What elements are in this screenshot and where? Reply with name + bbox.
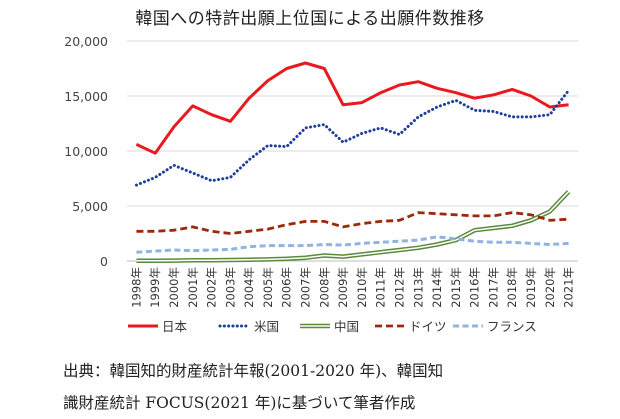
x-tick-label: 2005年 (261, 267, 275, 308)
y-axis-ticks: 0 5,000 10,000 15,000 20,000 (64, 34, 108, 269)
x-tick-label: 2008年 (317, 267, 331, 308)
y-tick-label: 0 (100, 254, 108, 269)
source-note-line-1: 出典：韓国知的財産統計年報(2001-2020 年)、韓国知 (63, 362, 444, 380)
x-axis-ticks: 1998年 1999年 2000年 2001年 2002年 2003年 2004年 2005年… (129, 267, 575, 308)
x-tick-label: 2016年 (468, 267, 482, 308)
x-tick-label: 2006年 (280, 267, 294, 308)
series-line (135, 61, 569, 155)
y-tick-label: 15,000 (64, 89, 108, 104)
x-tick-label: 2018年 (505, 267, 519, 308)
x-tick-label: 1999年 (148, 267, 162, 308)
x-tick-label: 2011年 (374, 267, 388, 308)
series-lines (134, 61, 571, 264)
legend-label: 米国 (254, 319, 279, 334)
line-chart: 0 5,000 10,000 15,000 20,000 1998年 1999年 2000年… (64, 34, 578, 334)
legend-label: 日本 (162, 319, 188, 334)
y-tick-label: 20,000 (64, 34, 108, 49)
series-line (136, 235, 569, 254)
x-tick-label: 2017年 (486, 267, 500, 308)
x-tick-label: 2010年 (355, 267, 369, 308)
x-tick-label: 2007年 (299, 267, 313, 308)
x-tick-label: 2015年 (449, 267, 463, 308)
legend-label: ドイツ (409, 319, 447, 334)
legend-label: フランス (487, 319, 537, 334)
series-line (136, 191, 570, 262)
legend-label: 中国 (334, 319, 359, 334)
x-tick-label: 2021年 (562, 267, 576, 308)
x-tick-label: 2013年 (411, 267, 425, 308)
x-tick-label: 2019年 (524, 267, 538, 308)
x-tick-label: 2003年 (223, 267, 237, 308)
series-line (134, 89, 571, 187)
x-tick-label: 2000年 (167, 267, 181, 308)
x-tick-label: 2001年 (186, 267, 200, 308)
chart-title: 韓国への特許出願上位国による出願件数推移 (135, 9, 485, 29)
x-tick-label: 2012年 (392, 267, 406, 308)
source-note-line-2: 識財産統計 FOCUS(2021 年)に基づいて筆者作成 (63, 394, 416, 412)
gridlines (127, 40, 578, 262)
y-tick-label: 5,000 (72, 199, 108, 214)
x-tick-label: 2004年 (242, 267, 256, 308)
legend: 日本 米国 中国 ドイツ フランス (128, 319, 537, 334)
x-tick-label: 1998年 (129, 267, 143, 308)
x-tick-label: 2009年 (336, 267, 350, 308)
series-line (136, 211, 569, 235)
x-tick-label: 2002年 (205, 267, 219, 308)
y-tick-label: 10,000 (64, 144, 108, 159)
x-tick-label: 2020年 (543, 267, 557, 308)
x-tick-label: 2014年 (430, 267, 444, 308)
